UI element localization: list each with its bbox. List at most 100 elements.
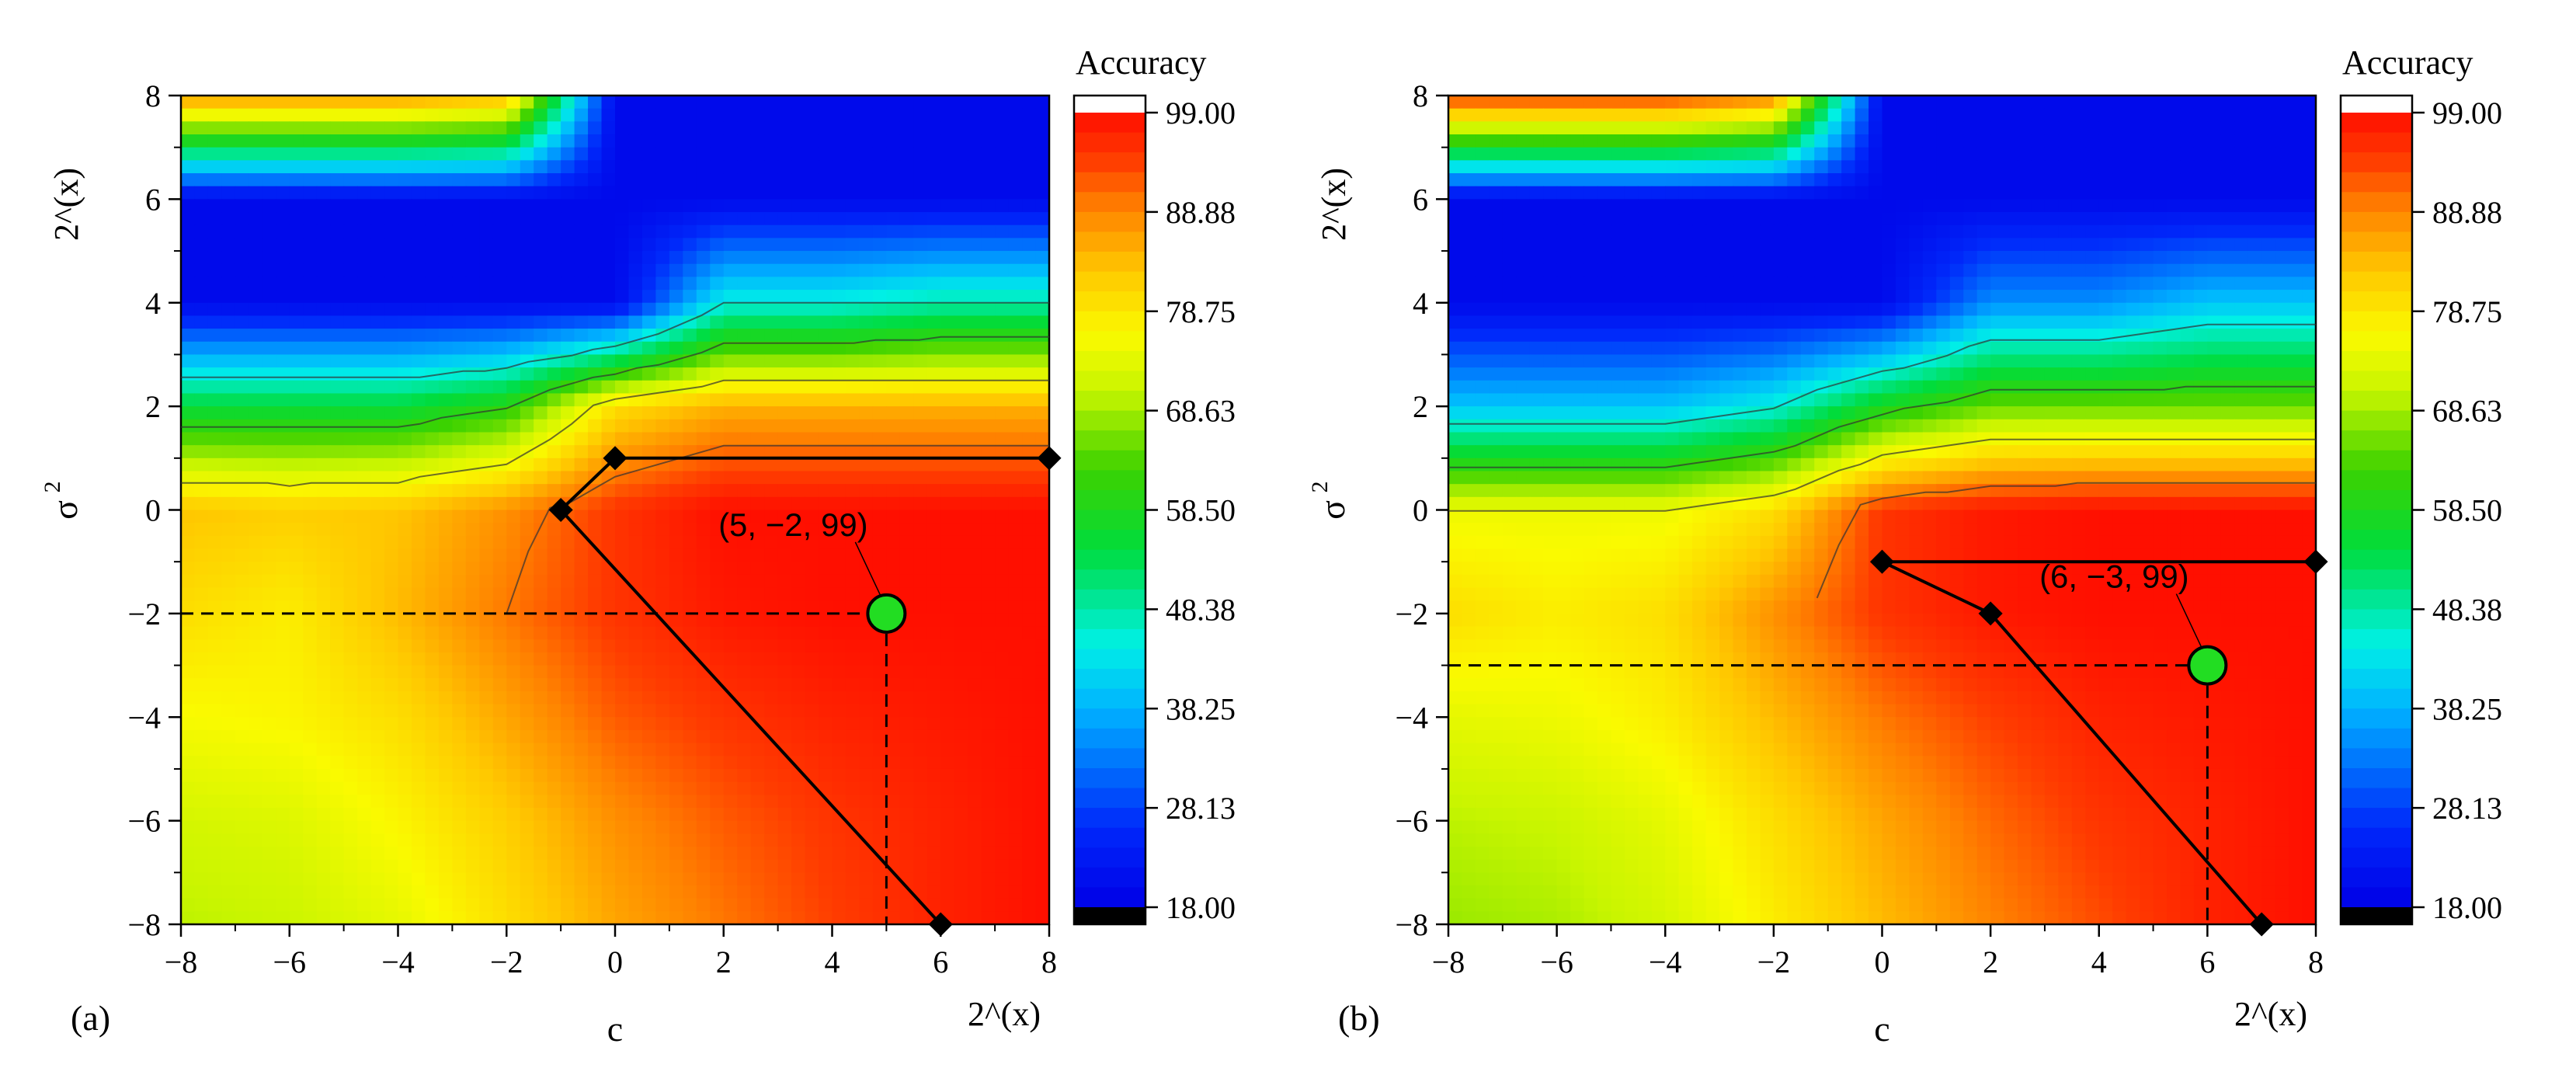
heatmap-cell [968,108,982,122]
heatmap-cell [641,315,657,329]
heatmap-cell [913,224,928,238]
heatmap-cell [1008,96,1023,110]
heatmap-cell [384,639,399,653]
heatmap-cell [384,795,399,809]
heatmap-cell [696,354,711,368]
heatmap-cell [737,484,752,498]
heatmap-cell [859,160,874,174]
heatmap-cell [859,419,874,433]
heatmap-cell [710,678,725,692]
heatmap-cell [1787,108,1802,122]
heatmap-cell [926,96,941,110]
heatmap-cell [981,678,996,692]
heatmap-cell [330,768,345,783]
heatmap-cell [1556,224,1571,238]
heatmap-cell [289,807,304,822]
heatmap-cell [1008,859,1023,873]
heatmap-cell [926,523,941,537]
heatmap-cell [872,574,887,589]
heatmap-cell [899,380,914,395]
heatmap-cell [805,199,819,213]
heatmap-cell [1008,613,1023,628]
heatmap-cell [655,795,670,809]
heatmap-cell [262,535,276,550]
heatmap-cell [492,290,507,304]
heatmap-cell [2058,238,2073,252]
heatmap-cell [2098,199,2113,213]
heatmap-cell [465,484,480,498]
heatmap-cell [561,471,575,485]
heatmap-cell [859,186,874,200]
heatmap-cell [207,833,223,847]
heatmap-cell [819,315,833,329]
heatmap-cell [845,807,860,822]
heatmap-cell [926,665,941,679]
heatmap-cell [438,380,453,395]
heatmap-cell [411,380,426,395]
heatmap-cell [398,186,412,200]
heatmap-cell [1895,173,1910,187]
heatmap-cell [574,173,589,187]
heatmap-cell [913,743,928,757]
heatmap-cell [316,626,331,640]
heatmap-cell [859,911,874,924]
heatmap-cell [1462,238,1476,252]
heatmap-cell [289,885,304,899]
heatmap-cell [723,872,738,886]
heatmap-cell [1909,147,1924,161]
heatmap-cell [669,224,683,238]
heatmap-cell [330,820,345,834]
heatmap-cell [1529,108,1544,122]
heatmap-cell [615,548,630,562]
heatmap-cell [316,393,331,407]
heatmap-cell [1035,523,1049,537]
heatmap-cell [506,224,521,238]
heatmap-cell [710,704,725,718]
heatmap-cell [1882,160,1896,174]
heatmap-cell [899,173,914,187]
heatmap-cell [330,445,345,459]
heatmap-cell [954,574,968,589]
heatmap-cell [506,484,521,498]
heatmap-cell [534,329,548,343]
heatmap-cell [601,587,616,601]
heatmap-cell [316,471,331,485]
heatmap-cell [615,354,630,368]
heatmap-cell [655,652,670,666]
heatmap-cell [249,691,263,705]
heatmap-cell [384,587,399,601]
heatmap-cell [2018,173,2032,187]
heatmap-cell [696,833,711,847]
heatmap-cell [357,354,372,368]
heatmap-cell [289,613,304,628]
heatmap-cell [1895,121,1910,135]
heatmap-cell [276,186,290,200]
heatmap-cell [207,432,223,446]
heatmap-cell [1035,277,1049,290]
heatmap-cell [398,600,412,614]
heatmap-cell [276,160,290,174]
heatmap-cell [2302,186,2316,200]
heatmap-cell [357,302,372,317]
heatmap-cell [913,445,928,459]
heatmap-cell [899,238,914,252]
heatmap-cell [235,173,249,187]
heatmap-cell [2247,160,2262,174]
heatmap-cell [492,134,507,148]
heatmap-cell [1022,393,1037,407]
heatmap-cell [2031,96,2046,110]
heatmap-cell [696,574,711,589]
heatmap-cell [452,160,467,174]
heatmap-cell [764,510,779,524]
heatmap-cell [221,341,236,356]
heatmap-cell [777,639,792,653]
heatmap-cell [832,238,846,252]
heatmap-cell [696,315,711,329]
heatmap-cell [534,471,548,485]
heatmap-cell [805,354,819,368]
heatmap-cell [899,548,914,562]
heatmap-cell [954,393,968,407]
heatmap-cell [330,704,345,718]
heatmap-cell [2167,238,2181,252]
heatmap-cell [221,587,236,601]
